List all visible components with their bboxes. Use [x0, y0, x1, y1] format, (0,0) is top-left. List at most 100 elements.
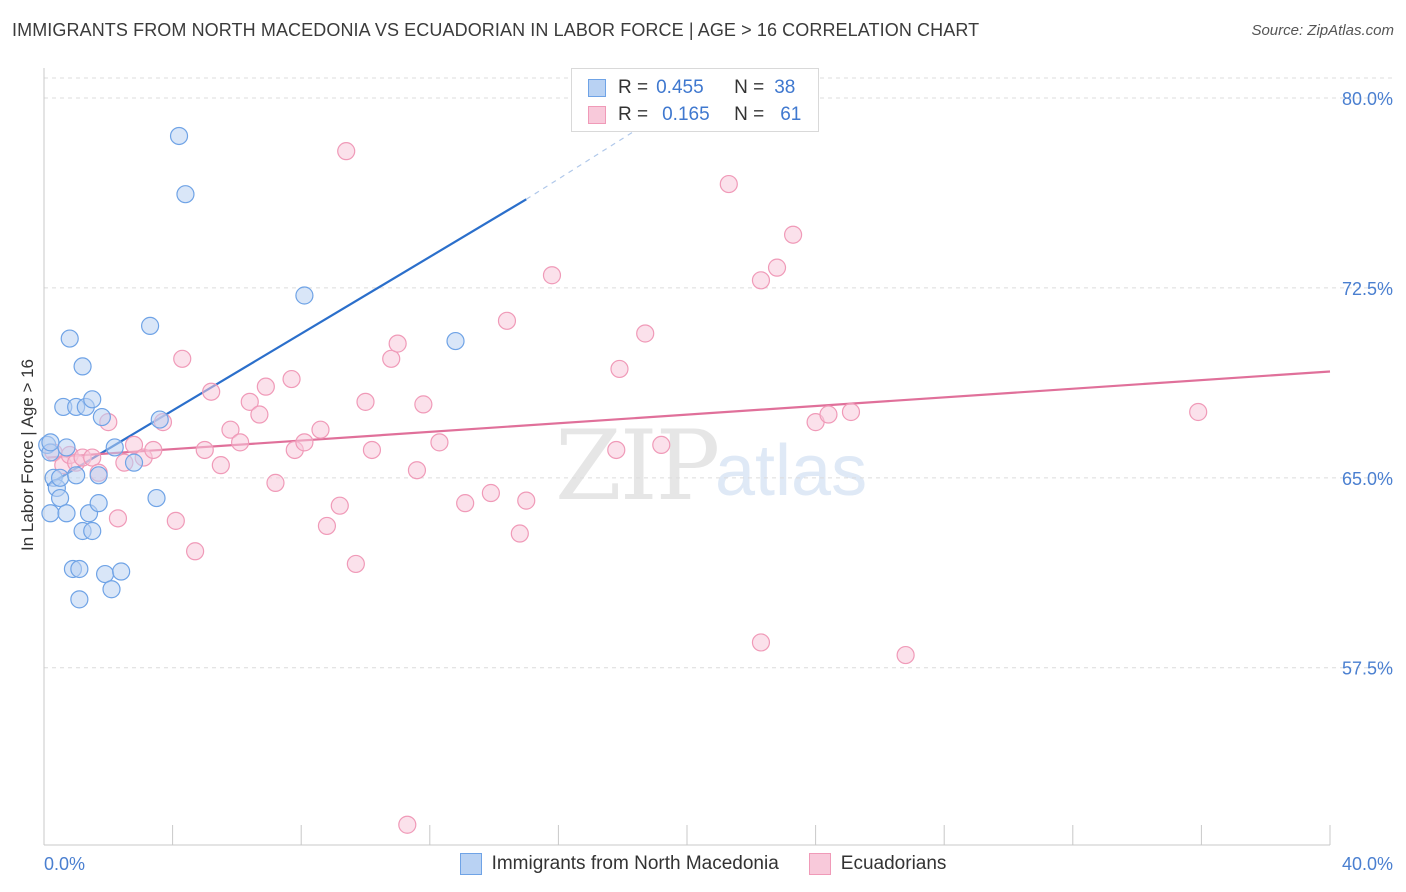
point-north-macedonia: [102, 580, 121, 599]
point-ecuadorian: [317, 516, 337, 536]
watermark-atlas: atlas: [715, 431, 868, 511]
n-value: 38: [774, 77, 796, 98]
x-tick-label: 0.0%: [44, 854, 85, 874]
point-ecuadorian: [240, 392, 259, 411]
y-tick-label: 80.0%: [1342, 89, 1393, 109]
point-ecuadorian: [414, 395, 433, 414]
point-north-macedonia: [60, 329, 79, 348]
y-tick-label: 57.5%: [1342, 659, 1393, 679]
point-north-macedonia: [112, 562, 131, 581]
legend-item-north-macedonia: Immigrants from North Macedonia: [459, 852, 779, 876]
point-ecuadorian: [407, 461, 427, 480]
point-ecuadorian: [231, 433, 250, 452]
point-ecuadorian: [295, 433, 314, 452]
n-label: N =: [734, 104, 765, 125]
point-ecuadorian: [337, 142, 356, 161]
point-north-macedonia: [83, 390, 102, 409]
point-ecuadorian: [256, 377, 275, 396]
swatch-north-macedonia: [588, 79, 606, 97]
n-value: 61: [780, 104, 802, 125]
point-ecuadorian: [841, 402, 861, 422]
point-ecuadorian: [108, 509, 128, 528]
point-north-macedonia: [41, 504, 60, 523]
point-ecuadorian: [266, 473, 285, 492]
n-label: N =: [734, 77, 765, 98]
legend-item-ecuadorians: Ecuadorians: [808, 852, 947, 876]
point-ecuadorian: [517, 491, 536, 510]
point-north-macedonia: [50, 468, 70, 487]
x-tick-label: 40.0%: [1342, 854, 1393, 874]
point-ecuadorian: [124, 435, 144, 455]
point-north-macedonia: [41, 433, 60, 452]
point-north-macedonia: [92, 407, 111, 427]
point-north-macedonia: [73, 357, 92, 376]
stats-row-ecuadorians: R = 0.165 N = 61: [588, 102, 801, 128]
point-ecuadorian: [751, 633, 771, 652]
point-ecuadorian: [250, 405, 269, 424]
point-north-macedonia: [70, 590, 89, 609]
r-label: R =: [618, 104, 649, 125]
point-north-macedonia: [295, 286, 314, 305]
series-legend: Immigrants from North Macedonia Ecuadori…: [0, 852, 1406, 876]
point-ecuadorian: [282, 369, 301, 389]
stats-legend: R = 0.455 N = 38 R = 0.165 N = 61: [571, 68, 819, 132]
point-north-macedonia: [147, 488, 166, 508]
point-north-macedonia: [67, 466, 86, 485]
point-ecuadorian: [362, 440, 382, 460]
point-ecuadorian: [819, 405, 838, 424]
point-north-macedonia: [446, 331, 465, 351]
point-ecuadorian: [510, 524, 529, 543]
trend-lines: [46, 117, 1331, 487]
y-tick-label: 72.5%: [1342, 279, 1393, 299]
point-ecuadorian: [356, 392, 375, 411]
point-ecuadorian: [83, 448, 102, 467]
point-ecuadorian: [652, 435, 671, 455]
point-north-macedonia: [57, 438, 76, 457]
point-north-macedonia: [140, 316, 160, 335]
point-north-macedonia: [150, 410, 169, 429]
legend-label-ecuadorians: Ecuadorians: [840, 853, 947, 874]
point-ecuadorian: [144, 440, 163, 460]
point-ecuadorian: [783, 225, 803, 244]
point-north-macedonia: [95, 564, 115, 584]
point-north-macedonia: [169, 126, 189, 146]
r-value: 0.165: [662, 104, 710, 125]
r-value: 0.455: [656, 77, 704, 98]
point-ecuadorian: [610, 359, 629, 379]
legend-label-north-macedonia: Immigrants from North Macedonia: [491, 853, 779, 874]
stats-row-north-macedonia: R = 0.455 N = 38: [588, 75, 795, 101]
point-ecuadorian: [173, 349, 192, 368]
point-ecuadorian: [398, 815, 417, 834]
point-north-macedonia: [70, 559, 89, 579]
grid-lines: [44, 77, 1392, 669]
chart-title: IMMIGRANTS FROM NORTH MACEDONIA VS ECUAD…: [12, 20, 980, 40]
point-north-macedonia: [105, 438, 124, 457]
point-ecuadorian: [195, 440, 214, 460]
point-ecuadorian: [388, 334, 407, 353]
trend-line-1: [47, 370, 1331, 459]
tick-labels: 80.0% 72.5% 65.0% 57.5% 0.0% 40.0%: [44, 89, 1393, 874]
point-north-macedonia: [89, 494, 108, 513]
point-ecuadorian: [311, 420, 330, 439]
point-ecuadorian: [767, 258, 787, 277]
point-ecuadorian: [751, 271, 771, 290]
y-tick-label: 65.0%: [1342, 469, 1393, 489]
point-ecuadorian: [607, 440, 626, 460]
point-north-macedonia: [176, 185, 195, 204]
r-label: R =: [618, 77, 649, 98]
point-ecuadorian: [166, 511, 185, 530]
point-ecuadorian: [481, 483, 500, 503]
point-ecuadorian: [456, 494, 475, 513]
axes: [43, 68, 1331, 846]
point-ecuadorian: [542, 266, 562, 285]
point-north-macedonia: [124, 453, 144, 472]
trend-line-0: [46, 198, 527, 487]
point-ecuadorian: [186, 542, 205, 561]
chart-source: Source: ZipAtlas.com: [1251, 22, 1394, 39]
point-ecuadorian: [430, 433, 449, 452]
point-ecuadorian: [636, 324, 655, 343]
point-ecuadorian: [497, 311, 517, 330]
legend-swatch-ecuadorians: [808, 853, 831, 875]
point-north-macedonia: [50, 488, 70, 508]
point-north-macedonia: [57, 504, 76, 523]
